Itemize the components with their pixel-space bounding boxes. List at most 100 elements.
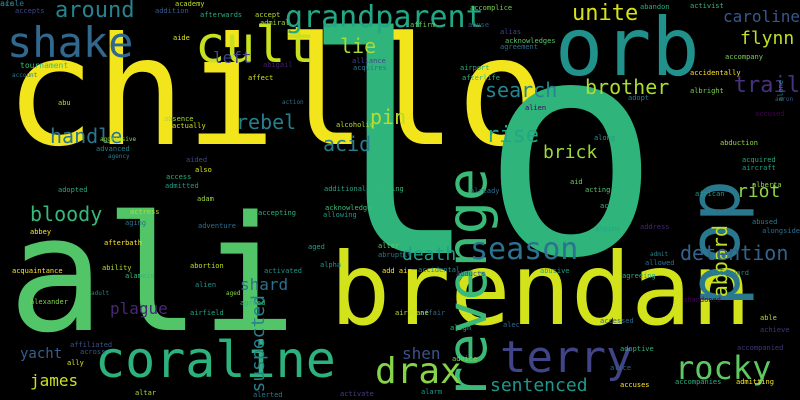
- cloud-word: aircraft: [742, 164, 776, 172]
- cloud-word: advanced: [96, 145, 130, 153]
- cloud-word: alice: [610, 364, 632, 372]
- cloud-word: orb: [555, 1, 700, 94]
- cloud-word: detention: [680, 241, 789, 265]
- cloud-word: aged: [308, 243, 325, 251]
- cloud-word: additional: [324, 185, 367, 193]
- cloud-word: activist: [690, 2, 724, 10]
- cloud-word: account: [12, 72, 38, 79]
- cloud-word: brendan: [330, 231, 752, 348]
- cloud-word: abbey: [30, 228, 52, 236]
- cloud-word: adopt: [628, 94, 650, 102]
- cloud-word: left: [213, 48, 252, 67]
- cloud-word: albright: [690, 87, 724, 95]
- cloud-word: yacht: [20, 346, 63, 362]
- cloud-word: alliance: [352, 57, 386, 65]
- cloud-word: agency: [108, 153, 130, 160]
- cloud-word: alexander: [30, 298, 68, 306]
- cloud-word: adopted: [58, 186, 88, 194]
- cloud-word: pin: [370, 105, 407, 129]
- cloud-word: acquired: [742, 156, 776, 164]
- cloud-word: allowing: [323, 211, 357, 219]
- cloud-word: aided: [186, 156, 208, 164]
- cloud-word: abigail: [263, 61, 293, 69]
- cloud-word: accessed: [600, 317, 634, 325]
- cloud-word: accused: [755, 110, 785, 118]
- cloud-word: acting: [585, 186, 611, 194]
- cloud-word: shard: [240, 275, 289, 294]
- cloud-word: accompanied: [737, 344, 784, 352]
- cloud-word: ally: [67, 359, 84, 367]
- cloud-word: rebel: [236, 110, 297, 134]
- cloud-word: accidental: [418, 266, 461, 274]
- cloud-word: caroline: [722, 7, 800, 26]
- cloud-word: accidentally: [690, 69, 741, 77]
- cloud-word: alec: [503, 321, 520, 329]
- cloud-word: alpine: [595, 225, 621, 233]
- cloud-word: adventure: [198, 222, 236, 230]
- cloud-word: alpha: [320, 261, 342, 269]
- cloud-word: abandon: [640, 3, 670, 11]
- cloud-word: agreement: [500, 43, 538, 51]
- cloud-word: alcoholic: [336, 121, 374, 129]
- cloud-word: add air: [382, 267, 412, 275]
- cloud-word: allowed: [645, 259, 675, 267]
- cloud-word: chillo: [5, 6, 547, 180]
- cloud-word: adam: [197, 195, 214, 203]
- cloud-word: aisle: [0, 0, 25, 8]
- cloud-word: achieve: [760, 326, 790, 334]
- cloud-word: afterlife: [462, 74, 500, 82]
- cloud-word: admitting: [736, 378, 774, 386]
- cloud-word: aging: [125, 219, 147, 227]
- cloud-word: actually: [172, 122, 206, 130]
- cloud-word: ability: [102, 264, 132, 272]
- cloud-word: accusing: [370, 185, 404, 193]
- cloud-word: abducts: [456, 270, 486, 278]
- cloud-word: admit: [650, 251, 669, 258]
- cloud-word: tournament: [20, 61, 69, 70]
- cloud-word: abduction: [720, 139, 758, 147]
- cloud-word: around: [55, 0, 135, 23]
- cloud-word: suspected: [248, 295, 269, 393]
- cloud-word: access: [166, 173, 192, 181]
- cloud-word: accuses: [620, 381, 650, 389]
- cloud-word: alter: [378, 242, 400, 250]
- cloud-word: accept: [255, 11, 281, 19]
- cloud-word: also: [195, 166, 212, 174]
- cloud-word: coraline: [95, 331, 336, 389]
- cloud-word: plague: [110, 299, 168, 318]
- cloud-word: admitted: [165, 182, 199, 190]
- cloud-word: already: [470, 187, 500, 195]
- cloud-word: afterbath: [104, 239, 142, 247]
- cloud-word: advice: [452, 355, 478, 363]
- cloud-word: cult: [195, 16, 316, 74]
- cloud-word: airport: [460, 64, 490, 72]
- cloud-word: search: [485, 78, 558, 102]
- cloud-word: brick: [543, 142, 598, 163]
- cloud-word: trail: [733, 73, 800, 98]
- cloud-word: abruptly: [378, 251, 412, 259]
- cloud-word: academy: [175, 0, 205, 8]
- cloud-word: ace: [0, 0, 15, 8]
- cloud-word: abused: [752, 218, 778, 226]
- cloud-word: riot: [737, 181, 781, 202]
- cloud-word: accomplice: [470, 4, 513, 12]
- cloud-word: actress: [130, 208, 160, 216]
- cloud-word: acquaintance: [12, 267, 63, 275]
- cloud-word: afterward: [711, 269, 749, 277]
- cloud-word: acquires: [353, 64, 387, 72]
- cloud-word: aide: [173, 34, 190, 42]
- cloud-word: rocky: [675, 349, 772, 387]
- cloud-word: action: [282, 99, 304, 106]
- cloud-word: drax: [375, 351, 462, 392]
- cloud-word: lie: [340, 34, 377, 58]
- cloud-word: ali: [8, 181, 297, 368]
- cloud-word: accompany: [725, 53, 763, 61]
- cloud-word: accepting: [258, 209, 296, 217]
- cloud-word: alarm: [421, 388, 443, 396]
- cloud-word: activity: [600, 202, 634, 210]
- cloud-word: abusive: [540, 267, 570, 275]
- cloud-word: addition: [155, 7, 189, 15]
- cloud-word: sentenced: [490, 375, 588, 396]
- cloud-word: unite: [572, 1, 639, 26]
